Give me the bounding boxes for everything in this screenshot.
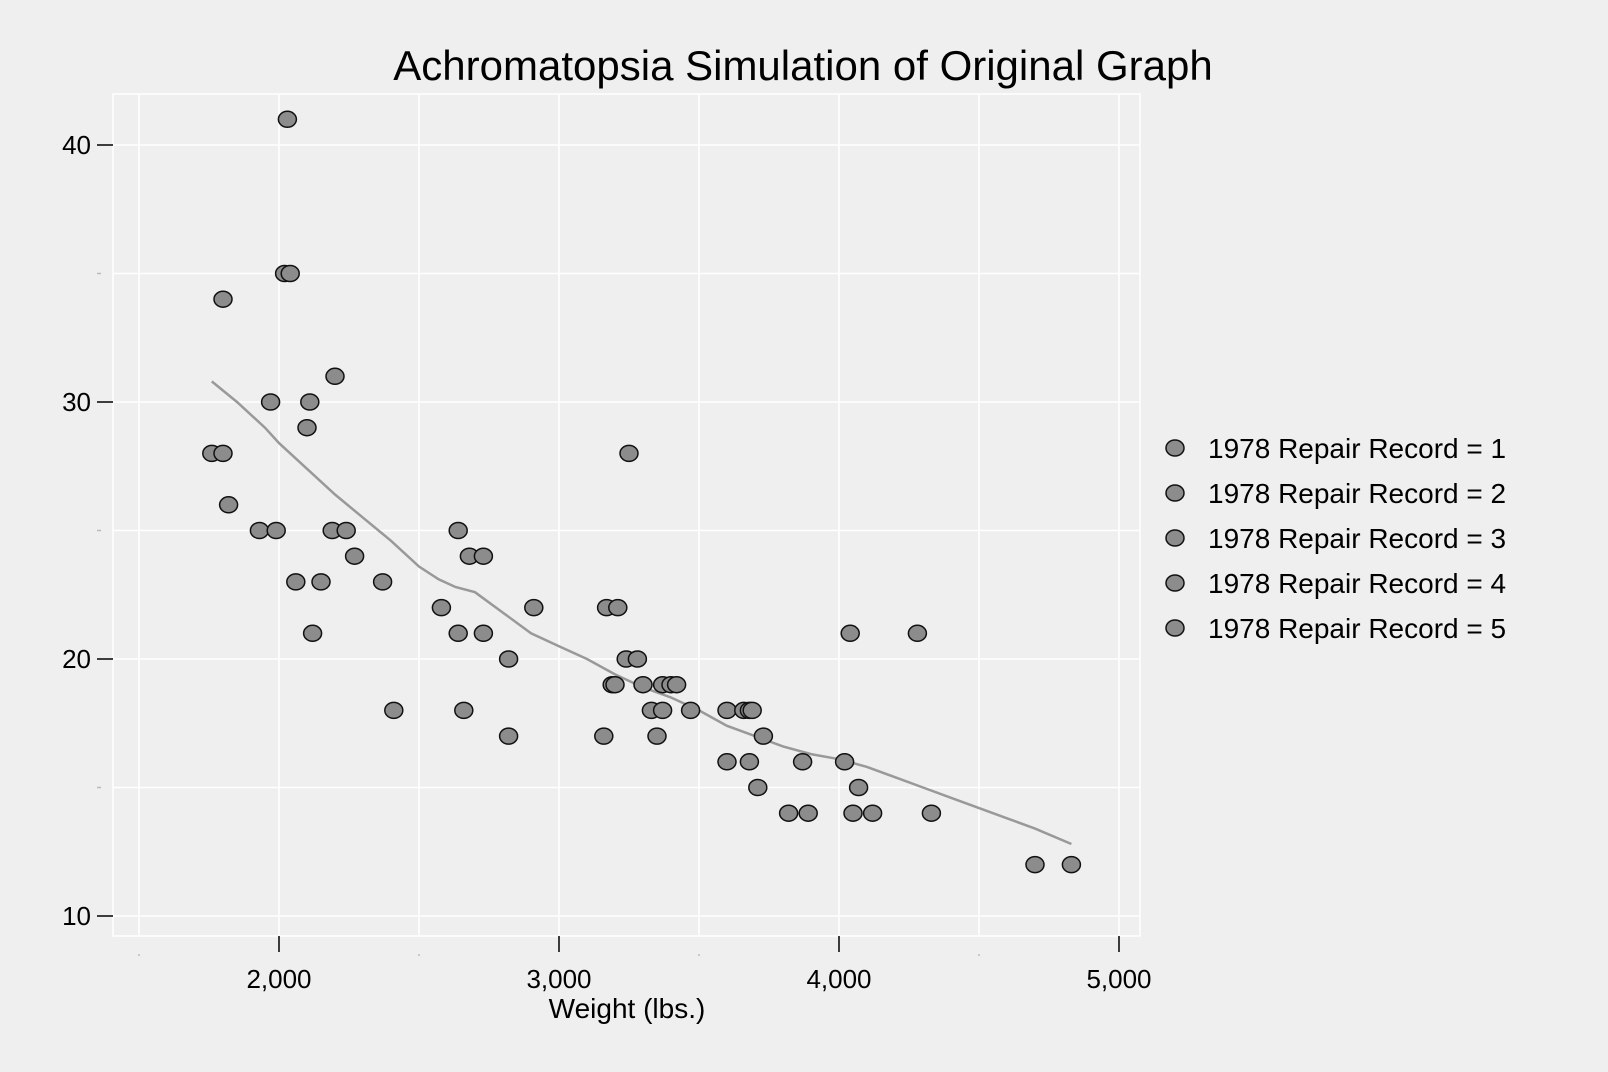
legend-label: 1978 Repair Record = 5 (1208, 613, 1506, 644)
data-point (633, 675, 653, 694)
data-point (260, 393, 281, 411)
data-point (344, 547, 365, 565)
data-point (717, 753, 737, 771)
legend-label: 1978 Repair Record = 4 (1208, 568, 1506, 599)
data-point (843, 804, 863, 822)
data-point (311, 573, 331, 591)
data-point (848, 778, 869, 797)
plot-frame (112, 93, 1141, 937)
data-point (336, 521, 356, 540)
x-axis-title: Weight (lbs.) (549, 993, 706, 1024)
data-point (748, 778, 768, 797)
data-point (753, 727, 774, 745)
data-point (448, 521, 468, 540)
data-point (498, 650, 519, 668)
data-point (448, 624, 468, 643)
data-point (286, 573, 306, 591)
data-point (834, 753, 855, 771)
data-point (862, 804, 883, 822)
data-point (266, 521, 286, 540)
data-points (202, 110, 1082, 874)
data-point (907, 624, 928, 643)
data-point (213, 290, 233, 308)
data-point (431, 598, 452, 617)
legend: 1978 Repair Record = 1 1978 Repair Record… (1165, 433, 1506, 644)
legend-label: 1978 Repair Record = 3 (1208, 523, 1506, 554)
data-point (302, 624, 323, 643)
data-point (921, 804, 942, 822)
legend-label: 1978 Repair Record = 1 (1208, 433, 1506, 464)
data-point (249, 521, 270, 540)
y-tick-label: 40 (62, 130, 91, 160)
data-point (384, 701, 404, 720)
legend-marker (1165, 484, 1185, 502)
legend-marker (1165, 619, 1185, 637)
data-point (619, 444, 639, 463)
data-point (280, 264, 300, 283)
data-point (524, 598, 544, 617)
data-point (666, 675, 687, 694)
data-point (1061, 855, 1082, 874)
data-point (213, 444, 233, 463)
data-point (627, 650, 648, 668)
data-point (680, 701, 701, 720)
data-point (742, 701, 762, 720)
data-point (325, 367, 345, 386)
y-tick-label: 10 (62, 901, 91, 931)
data-point (277, 110, 298, 129)
y-tick-label: 20 (62, 644, 91, 674)
data-point (473, 547, 494, 565)
data-point (218, 496, 239, 514)
fit-line-layer (211, 380, 1072, 846)
data-point (798, 804, 818, 822)
data-point (840, 624, 860, 643)
data-point (297, 418, 317, 437)
y-tick-label: 30 (62, 387, 91, 417)
data-point (594, 727, 614, 745)
legend-marker (1165, 574, 1185, 592)
data-point (608, 598, 628, 617)
data-point (739, 753, 760, 771)
data-point (300, 393, 320, 411)
fit-line (211, 380, 1072, 846)
x-tick-label: 4,000 (806, 964, 871, 994)
data-point (647, 727, 667, 745)
legend-marker (1165, 529, 1185, 547)
data-point (605, 675, 625, 694)
data-point (652, 701, 673, 720)
data-point (717, 701, 737, 720)
data-point (778, 804, 799, 822)
legend-marker (1165, 439, 1185, 457)
data-point (792, 753, 813, 771)
data-point (372, 573, 393, 591)
data-point (454, 701, 474, 720)
axes: 10 20 30 40 2,000 3,000 4,000 5,000 (62, 130, 1151, 994)
data-point (473, 624, 494, 643)
x-tick-label: 2,000 (246, 964, 311, 994)
data-point (498, 727, 519, 745)
x-tick-label: 5,000 (1086, 964, 1151, 994)
plot-area (112, 93, 1141, 937)
chart-title: Achromatopsia Simulation of Original Gra… (393, 42, 1212, 89)
x-tick-label: 3,000 (526, 964, 591, 994)
data-point (1025, 855, 1045, 874)
legend-label: 1978 Repair Record = 2 (1208, 478, 1506, 509)
